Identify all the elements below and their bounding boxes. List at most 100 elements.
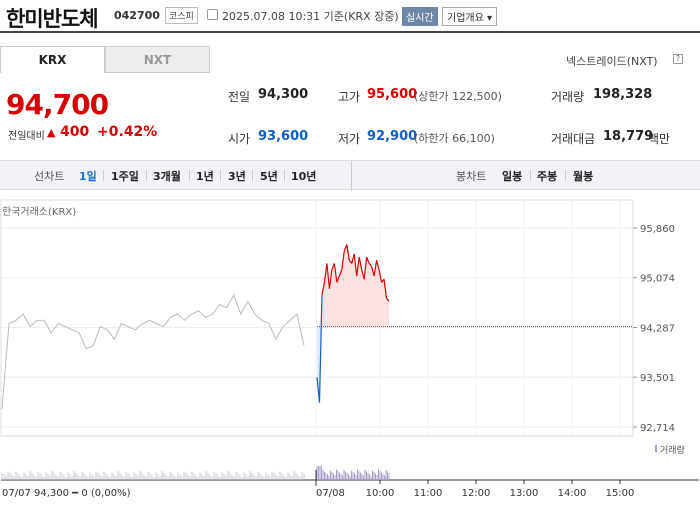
prev-day-summary: 94,300 ━ 0 (0,00%) (34, 488, 131, 499)
open-label: 시가 (228, 132, 251, 146)
header-bar: 한미반도체 042700 코스피 2025.07.08 10:31 기준(KRX… (0, 0, 700, 33)
line-chart-label: 선차트 (34, 170, 65, 183)
tab-nxt[interactable]: NXT (105, 46, 210, 73)
series-today-segment (371, 266, 375, 277)
change-label: 전일대비 (8, 131, 45, 142)
series-today-segment (328, 269, 333, 289)
tab-krx[interactable]: KRX (0, 46, 105, 73)
y-tick-label: 95,860 (640, 224, 675, 235)
high-label: 고가 (338, 90, 361, 104)
series-today-segment (346, 244, 350, 261)
divider (565, 170, 566, 181)
x-tick-label: 11:00 (414, 488, 443, 499)
calendar-icon (207, 9, 218, 20)
series-today-segment (368, 263, 373, 267)
low-value: 92,900 (367, 129, 418, 144)
period-1d[interactable]: 1일 (79, 170, 97, 183)
candle-monthly[interactable]: 월봉 (573, 170, 594, 183)
realtime-button[interactable]: 실시간 (402, 7, 438, 26)
series-today-segment (378, 269, 383, 283)
x-tick-label: 13:00 (510, 488, 539, 499)
series-today-segment (353, 253, 358, 277)
x-tick-label: 10:00 (366, 488, 395, 499)
volume-value: 198,328 (593, 87, 653, 102)
x-tick-label: 12:00 (462, 488, 491, 499)
period-10y[interactable]: 10년 (291, 170, 317, 183)
period-1w[interactable]: 1주일 (111, 170, 139, 183)
period-selector: 선차트 1일 1주일 3개월 1년 3년 5년 10년 봉차트 일봉 주봉 월봉 (0, 160, 700, 191)
series-today-segment (363, 257, 368, 280)
amount-label: 거래대금 (551, 132, 596, 146)
series-today-segment (318, 295, 323, 403)
series-today-segment (381, 278, 385, 283)
y-tick-label: 94,287 (640, 324, 675, 335)
volume-legend-icon (655, 445, 657, 452)
lower-limit: (하한가 66,100) (414, 132, 495, 145)
series-today-segment (376, 260, 380, 270)
candle-weekly[interactable]: 주봉 (537, 170, 558, 183)
high-value: 95,600 (367, 87, 418, 102)
volume-label: 거래량 (551, 90, 585, 104)
area-up (317, 244, 389, 327)
divider (284, 170, 285, 181)
series-today-segment (383, 279, 388, 299)
period-5y[interactable]: 5년 (260, 170, 278, 183)
series-today-segment (356, 257, 360, 277)
open-value: 93,600 (258, 129, 309, 144)
candle-chart-label: 봉차트 (456, 170, 487, 183)
company-overview-dropdown[interactable]: 기업개요 ▾ (442, 7, 497, 26)
today-date: 07/08 (316, 488, 345, 499)
period-1y[interactable]: 1년 (196, 170, 214, 183)
divider (530, 170, 531, 181)
divider (146, 170, 147, 181)
help-icon[interactable]: ? (673, 54, 683, 64)
series-today-segment (348, 259, 353, 264)
period-3y[interactable]: 3년 (228, 170, 246, 183)
low-label: 저가 (338, 132, 361, 146)
series-today-segment (316, 377, 321, 403)
amount-value: 18,779 (603, 129, 654, 144)
stock-name: 한미반도체 (6, 7, 99, 31)
y-tick-label: 92,714 (640, 423, 675, 434)
series-today-segment (341, 250, 345, 270)
period-3m[interactable]: 3개월 (153, 170, 181, 183)
series-today-segment (343, 244, 348, 251)
series-today-segment (366, 256, 370, 264)
series-today-segment (386, 297, 390, 302)
divider (220, 170, 221, 181)
divider (351, 161, 352, 191)
exchange-source-label: 한국거래소(KRX) (2, 207, 77, 218)
series-today-segment (326, 263, 331, 289)
series-today-segment (373, 260, 378, 277)
series-today-segment (323, 263, 328, 283)
divider (252, 170, 253, 181)
prev-day-date: 07/07 (2, 488, 31, 499)
divider (189, 170, 190, 181)
series-today-segment (336, 275, 340, 283)
series-today-segment (361, 269, 365, 280)
x-tick-label: 15:00 (606, 488, 635, 499)
series-today-segment (338, 269, 343, 277)
series-prev-day (1, 293, 305, 409)
volume-legend: 거래량 (660, 444, 685, 456)
prev-close-label: 전일 (228, 90, 251, 104)
current-price: 94,700 (6, 88, 109, 121)
upper-limit: (상한가 122,500) (414, 90, 502, 103)
series-today-segment (358, 256, 363, 270)
y-tick-label: 93,501 (640, 373, 675, 384)
series-today-segment (351, 253, 355, 264)
up-arrow-icon: ▲ (47, 126, 56, 139)
candle-daily[interactable]: 일봉 (502, 170, 523, 183)
market-badge: 코스피 (165, 7, 198, 24)
stock-code: 042700 (114, 9, 160, 22)
y-tick-label: 95,074 (640, 274, 675, 285)
series-today-segment (321, 282, 326, 296)
area-down (317, 326, 389, 403)
x-tick-label: 14:00 (558, 488, 587, 499)
series-today-segment (331, 263, 335, 270)
prev-close-value: 94,300 (258, 87, 309, 102)
nextrade-link[interactable]: 넥스트레이드(NXT) (566, 55, 658, 68)
amount-unit: 백만 (648, 132, 671, 146)
quote-timestamp: 2025.07.08 10:31 기준(KRX 장중) (222, 10, 399, 23)
